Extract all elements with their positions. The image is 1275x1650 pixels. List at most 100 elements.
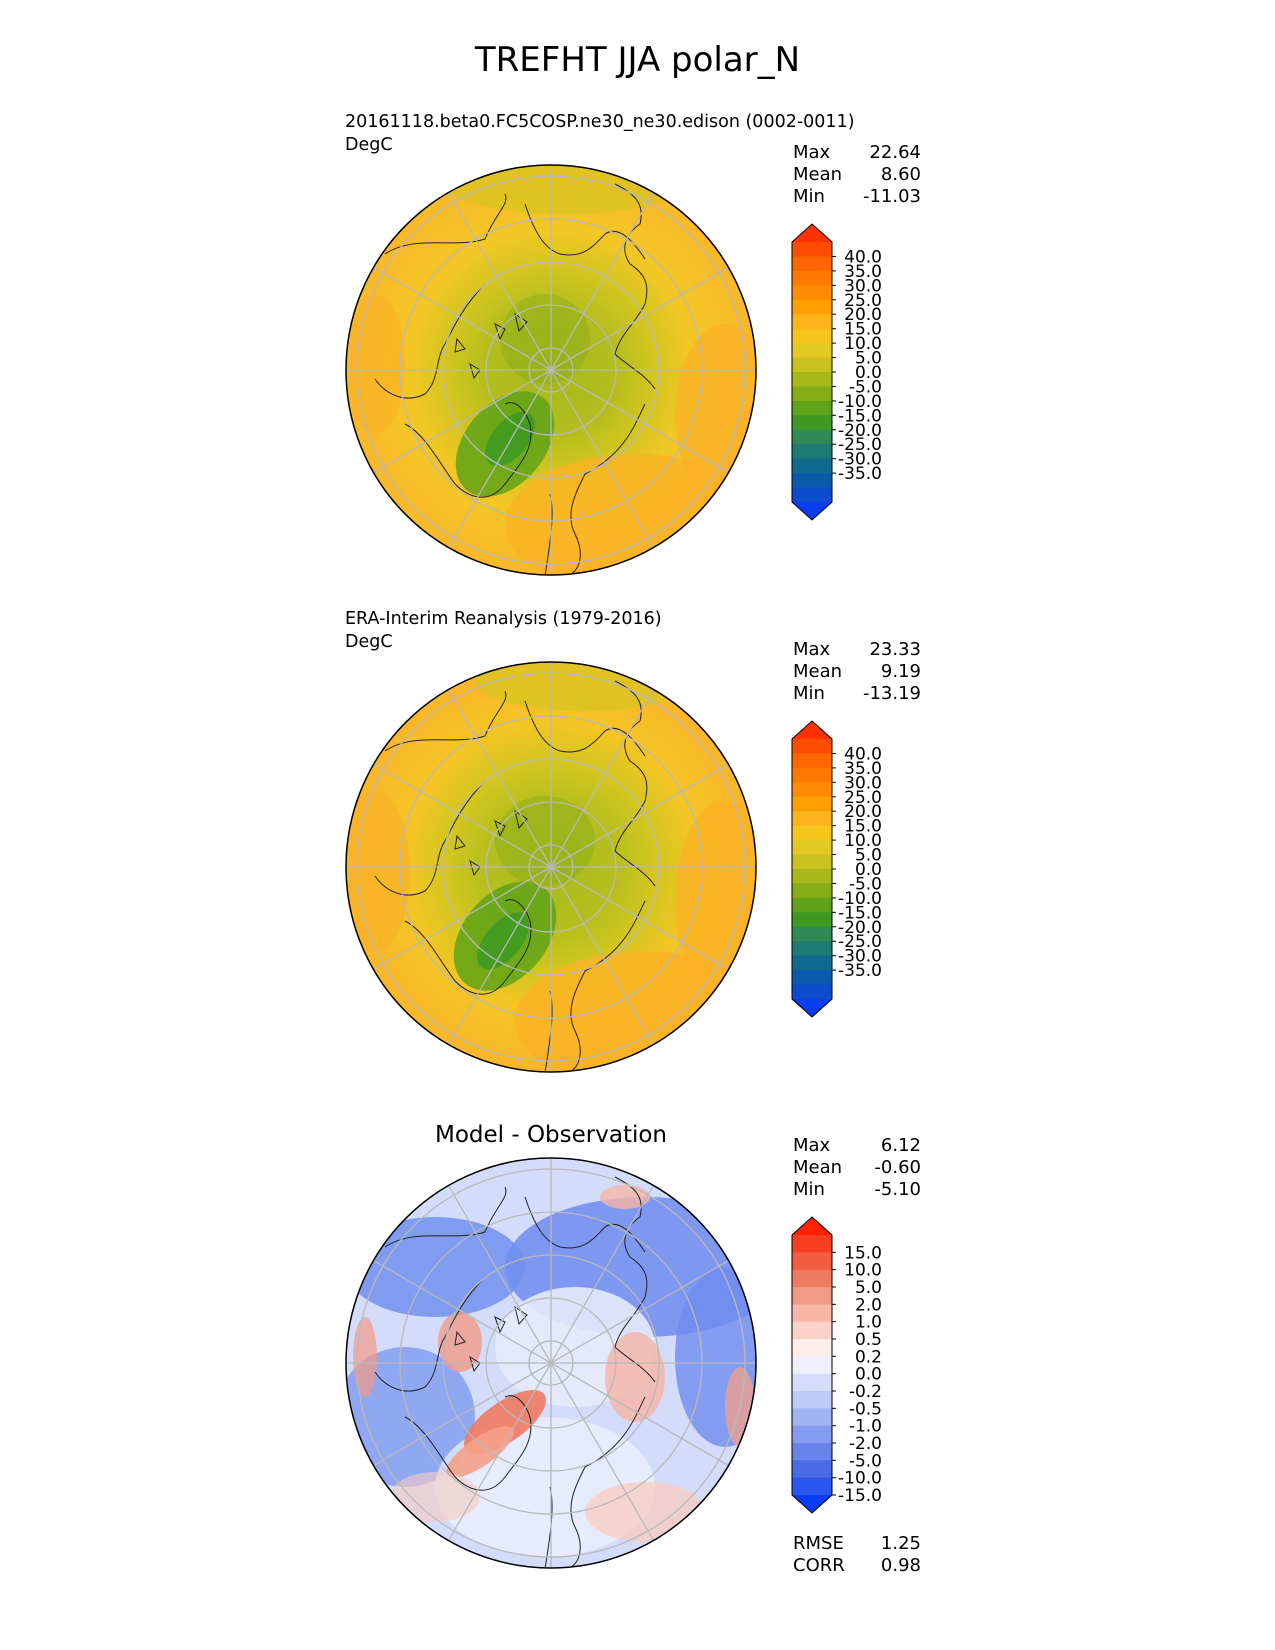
colorbar-extend-max [792, 721, 832, 739]
colorbar-tick-label: 15.0 [844, 1243, 882, 1263]
colorbar-tick-label: -1.0 [849, 1417, 882, 1437]
colorbar-extend-min [792, 999, 832, 1017]
colorbar-tick-label: 10.0 [844, 334, 882, 354]
colorbar-tick-label: 20.0 [844, 802, 882, 822]
colorbar-segment [792, 444, 832, 460]
coastlines [374, 183, 656, 575]
warm-region [346, 791, 410, 951]
lat-lon-grid [346, 662, 756, 1072]
stat-value: 9.19 [880, 661, 921, 682]
colorbar-segment [792, 328, 832, 344]
colorbar-segment [792, 270, 832, 286]
colorbar-obs: 40.035.030.025.020.015.010.05.00.0-5.0-1… [791, 720, 882, 1018]
stat-name: Max [793, 1135, 831, 1156]
colorbar-tick-label: 40.0 [844, 744, 882, 764]
colorbar-tick-label: 0.0 [855, 1365, 882, 1385]
colorbar-tick-label: 5.0 [855, 846, 882, 866]
arctic-cold-region [495, 796, 595, 886]
colorbar-segment [792, 242, 832, 257]
colorbar-tick-label: 25.0 [844, 291, 882, 311]
colorbar-segment [792, 473, 832, 489]
obs-panel-label: ERA-Interim Reanalysis (1979-2016) [345, 609, 662, 629]
coastlines [374, 1176, 656, 1568]
map-boundary [345, 164, 757, 576]
stat-name: Mean [793, 1157, 843, 1178]
warm-region [515, 951, 756, 1072]
colorbar-segment [792, 1460, 832, 1479]
lat-lon-grid [346, 165, 756, 575]
colorbar-segment [792, 429, 832, 445]
colorbar-segment [792, 386, 832, 402]
model-panel-units: DegC [345, 135, 393, 155]
colorbar-segment [792, 1235, 832, 1253]
mild-region [475, 662, 695, 711]
colorbar-tick-label: -20.0 [838, 918, 882, 938]
colorbar-tick-label: 30.0 [844, 276, 882, 296]
diff-polar-map [345, 1157, 757, 1569]
colorbar-tick-label: 1.0 [855, 1313, 882, 1333]
metric-name: CORR [793, 1555, 845, 1576]
colorbar-segment [792, 314, 832, 330]
stat-value: 23.33 [869, 639, 921, 660]
colorbar-tick-label: -30.0 [838, 947, 882, 967]
stat-value: -13.19 [862, 683, 921, 704]
colorbar-segment [792, 400, 832, 416]
colorbar-segment [792, 912, 832, 928]
colorbar-tick-label: -20.0 [838, 421, 882, 441]
colorbar-outline [791, 720, 833, 1018]
colorbar-segment [792, 970, 832, 986]
colorbar-segment [792, 955, 832, 971]
colorbar-tick-label: -15.0 [838, 1486, 882, 1506]
colorbar-segment [792, 1477, 832, 1496]
colorbar-tick-label: -5.0 [849, 1451, 882, 1471]
colorbar-tick-label: 35.0 [844, 759, 882, 779]
metric-value: 1.25 [880, 1533, 921, 1554]
colorbar-tick-label: -0.2 [849, 1382, 882, 1402]
lat-lon-grid [346, 1158, 756, 1568]
cool-bias-region [675, 1267, 756, 1447]
stat-name: Mean [793, 661, 843, 682]
arctic-cold-region [500, 294, 590, 384]
colorbar-tick-label: 10.0 [844, 1261, 882, 1281]
colorbar-tick-label: -0.5 [849, 1399, 882, 1419]
model-stats: Max 22.64 Mean 8.60 Min -11.03 [793, 142, 921, 208]
colorbar-segment [792, 926, 832, 942]
colorbar-segment [792, 840, 832, 856]
map-boundary [345, 1157, 757, 1569]
model-polar-map [345, 164, 757, 576]
colorbar-tick-label: 2.0 [855, 1295, 882, 1315]
colorbar-segment [792, 1339, 832, 1357]
colorbar-segment [792, 796, 832, 812]
colorbar-segment [792, 739, 832, 754]
obs-stats: Max 23.33 Mean 9.19 Min -13.19 [793, 639, 921, 705]
colorbar-tick-label: -35.0 [838, 961, 882, 981]
colorbar-tick-label: 10.0 [844, 831, 882, 851]
model-panel-label: 20161118.beta0.FC5COSP.ne30_ne30.edison … [345, 112, 855, 132]
stat-value: 8.60 [880, 164, 921, 185]
colorbar-segment [792, 1443, 832, 1461]
stat-value: 22.64 [869, 142, 921, 163]
colorbar-tick-label: -5.0 [849, 874, 882, 894]
colorbar-segment [792, 1269, 832, 1288]
colorbar-segment [792, 415, 832, 431]
colorbar-segment [792, 1321, 832, 1340]
colorbar-tick-label: 0.0 [855, 860, 882, 880]
colorbar-tick-label: -5.0 [849, 377, 882, 397]
diff-metrics: RMSE 1.25 CORR 0.98 [793, 1533, 921, 1577]
figure-title: TREFHT JJA polar_N [474, 40, 801, 80]
colorbar-extend-max [792, 1217, 832, 1235]
map-boundary [345, 661, 757, 1073]
colorbar-segment [792, 299, 832, 315]
coastlines [374, 680, 656, 1072]
obs-polar-map [345, 661, 757, 1073]
colorbar-tick-label: -30.0 [838, 450, 882, 470]
colorbar-segment [792, 256, 832, 272]
stat-name: Min [793, 1179, 825, 1200]
warm-bias-region [446, 1426, 514, 1478]
colorbar-tick-label: 15.0 [844, 817, 882, 837]
colorbar-segment [792, 753, 832, 769]
stat-name: Max [793, 639, 831, 660]
warm-bias-region [600, 1185, 650, 1209]
colorbar-segment [792, 1373, 832, 1392]
colorbar-tick-label: 5.0 [855, 349, 882, 369]
